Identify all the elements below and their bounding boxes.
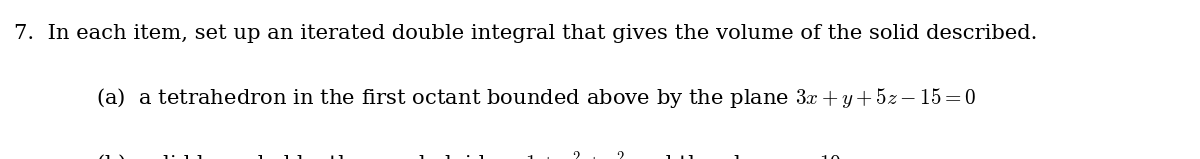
Text: (b)  solid bounded by the paraboloid $z = 1 + x^2 + y^2$ and the plane $z = 10$: (b) solid bounded by the paraboloid $z =…: [96, 149, 841, 159]
Text: (a)  a tetrahedron in the first octant bounded above by the plane $3x + y + 5z -: (a) a tetrahedron in the first octant bo…: [96, 86, 977, 110]
Text: 7.  In each item, set up an iterated double integral that gives the volume of th: 7. In each item, set up an iterated doub…: [14, 24, 1038, 43]
